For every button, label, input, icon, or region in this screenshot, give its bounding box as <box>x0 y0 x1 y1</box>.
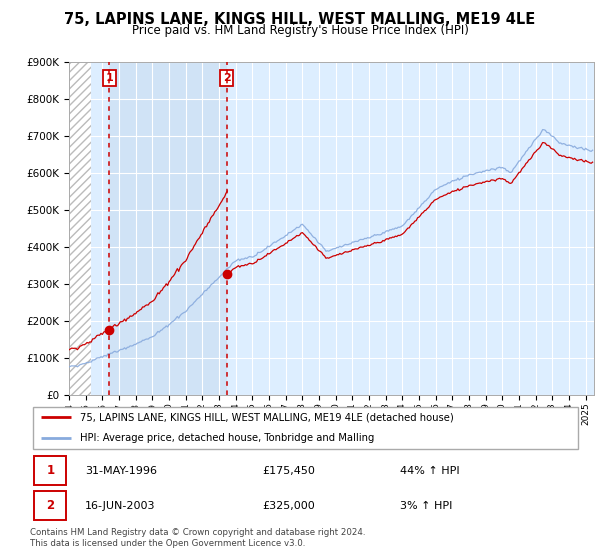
Text: Contains HM Land Registry data © Crown copyright and database right 2024.
This d: Contains HM Land Registry data © Crown c… <box>30 528 365 548</box>
Text: 75, LAPINS LANE, KINGS HILL, WEST MALLING, ME19 4LE (detached house): 75, LAPINS LANE, KINGS HILL, WEST MALLIN… <box>80 412 454 422</box>
Text: Price paid vs. HM Land Registry's House Price Index (HPI): Price paid vs. HM Land Registry's House … <box>131 24 469 37</box>
Text: 2: 2 <box>46 500 55 512</box>
Text: £325,000: £325,000 <box>262 501 314 511</box>
Bar <box>69 62 91 395</box>
FancyBboxPatch shape <box>34 456 67 485</box>
Text: £175,450: £175,450 <box>262 466 315 475</box>
Text: 1: 1 <box>46 464 55 477</box>
Text: 31-MAY-1996: 31-MAY-1996 <box>85 466 157 475</box>
Text: 16-JUN-2003: 16-JUN-2003 <box>85 501 156 511</box>
Text: 1: 1 <box>106 73 113 83</box>
Text: 75, LAPINS LANE, KINGS HILL, WEST MALLING, ME19 4LE: 75, LAPINS LANE, KINGS HILL, WEST MALLIN… <box>64 12 536 27</box>
FancyBboxPatch shape <box>34 491 67 520</box>
FancyBboxPatch shape <box>33 407 578 449</box>
Text: HPI: Average price, detached house, Tonbridge and Malling: HPI: Average price, detached house, Tonb… <box>80 433 374 444</box>
Text: 3% ↑ HPI: 3% ↑ HPI <box>400 501 452 511</box>
Bar <box>109 62 227 395</box>
Text: 44% ↑ HPI: 44% ↑ HPI <box>400 466 460 475</box>
Text: 2: 2 <box>223 73 230 83</box>
Bar <box>69 62 91 395</box>
